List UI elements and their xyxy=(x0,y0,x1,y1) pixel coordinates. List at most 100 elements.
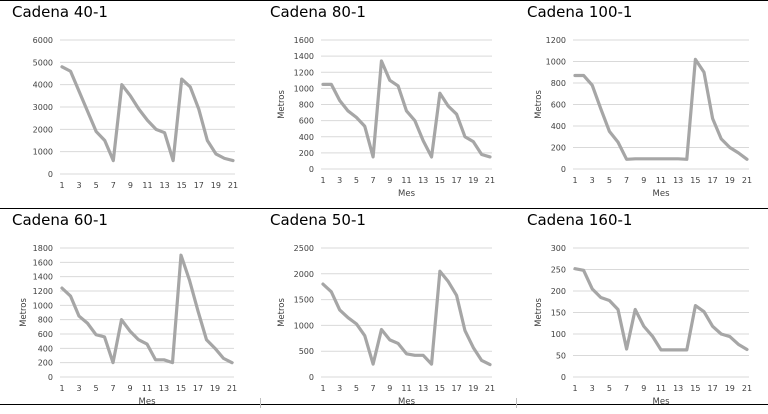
x-tick-label: 3 xyxy=(337,176,342,185)
y-tick-label: 0 xyxy=(561,373,566,382)
y-axis-label: Metros xyxy=(277,90,287,119)
x-tick-label: 21 xyxy=(485,384,495,393)
x-tick-label: 5 xyxy=(607,176,612,185)
y-tick-label: 1000 xyxy=(546,58,566,67)
y-tick-label: 200 xyxy=(551,144,566,153)
middle-rule xyxy=(0,208,768,209)
x-tick-label: 5 xyxy=(354,384,359,393)
column-separator-left xyxy=(260,398,261,408)
chart-title: Cadena 40-1 xyxy=(12,3,108,21)
x-tick-label: 17 xyxy=(452,384,462,393)
x-tick-label: 7 xyxy=(110,384,115,393)
series-line xyxy=(60,253,234,365)
y-tick-label: 1500 xyxy=(294,296,314,305)
y-tick-label: 1200 xyxy=(294,68,314,77)
chart-panel-cadena-50-1: Cadena 50-1 0 500 1000 1500 2000 2500 1 3 5 7 9 11 1… xyxy=(258,209,514,414)
x-tick-label: 13 xyxy=(418,176,428,185)
y-tick-label: 600 xyxy=(551,101,566,110)
top-rule xyxy=(0,0,768,1)
x-tick-label: 17 xyxy=(708,384,718,393)
y-tick-label: 300 xyxy=(551,244,566,253)
y-tick-label: 1400 xyxy=(33,273,53,282)
x-tick-label: 11 xyxy=(142,181,152,190)
y-tick-label: 1000 xyxy=(33,148,53,157)
x-tick-label: 3 xyxy=(76,384,81,393)
chart-panel-cadena-60-1: Cadena 60-1 0 200 400 600 800 1000 1200 1400 160… xyxy=(0,209,256,414)
x-tick-label: 5 xyxy=(94,181,99,190)
series-line xyxy=(573,57,749,161)
y-tick-label: 2500 xyxy=(294,244,314,253)
y-tick-label: 200 xyxy=(299,149,314,158)
y-tick-label: 600 xyxy=(38,330,53,339)
series-line xyxy=(321,269,492,367)
y-axis-label: Metros xyxy=(534,90,544,119)
chart-title: Cadena 50-1 xyxy=(270,211,366,229)
chart-title: Cadena 80-1 xyxy=(270,3,366,21)
y-tick-label: 0 xyxy=(309,165,314,174)
x-tick-label: 19 xyxy=(211,181,221,190)
chart-panel-cadena-80-1: Cadena 80-1 0 200 400 600 800 1000 1200 1400 160… xyxy=(258,1,514,206)
y-tick-label: 1000 xyxy=(294,84,314,93)
y-tick-label: 600 xyxy=(299,117,314,126)
x-tick-label: 15 xyxy=(690,176,700,185)
y-tick-label: 0 xyxy=(48,170,53,179)
x-tick-label: 21 xyxy=(227,384,237,393)
y-tick-label: 800 xyxy=(299,101,314,110)
y-axis-label: Metros xyxy=(19,298,29,327)
x-tick-label: 7 xyxy=(624,176,629,185)
series-line xyxy=(321,59,492,159)
y-tick-label: 1200 xyxy=(546,36,566,45)
x-tick-label: 15 xyxy=(435,384,445,393)
x-axis-label: Mes xyxy=(653,397,671,407)
chart-title: Cadena 160-1 xyxy=(527,211,633,229)
x-tick-label: 7 xyxy=(624,384,629,393)
x-tick-label: 1 xyxy=(320,384,325,393)
y-tick-label: 200 xyxy=(38,359,53,368)
chart-panel-cadena-40-1: Cadena 40-1 0 1000 2000 3000 4000 5000 6000 1 3 5… xyxy=(0,1,256,206)
x-tick-label: 9 xyxy=(127,384,132,393)
x-tick-label: 7 xyxy=(371,176,376,185)
chart-title: Cadena 60-1 xyxy=(12,211,108,229)
bottom-rule xyxy=(0,404,768,405)
y-tick-label: 150 xyxy=(551,309,566,318)
x-tick-label: 9 xyxy=(387,176,392,185)
y-tick-label: 0 xyxy=(561,165,566,174)
x-tick-label: 21 xyxy=(485,176,495,185)
y-tick-label: 2000 xyxy=(33,125,53,134)
x-tick-label: 11 xyxy=(401,176,411,185)
x-tick-label: 1 xyxy=(59,181,64,190)
x-tick-label: 21 xyxy=(742,384,752,393)
y-tick-label: 1600 xyxy=(33,258,53,267)
y-tick-label: 1000 xyxy=(294,321,314,330)
x-tick-label: 15 xyxy=(435,176,445,185)
x-tick-label: 3 xyxy=(590,384,595,393)
x-tick-label: 13 xyxy=(673,176,683,185)
x-tick-label: 19 xyxy=(725,176,735,185)
x-tick-label: 17 xyxy=(708,176,718,185)
x-tick-label: 17 xyxy=(194,181,204,190)
x-tick-label: 17 xyxy=(452,176,462,185)
y-tick-label: 4000 xyxy=(33,81,53,90)
chart-title: Cadena 100-1 xyxy=(527,3,633,21)
chart-panel-cadena-100-1: Cadena 100-1 0 200 400 600 800 1000 1200 1 3 5 7 9 1… xyxy=(515,1,768,206)
x-tick-label: 11 xyxy=(142,384,152,393)
x-tick-label: 19 xyxy=(210,384,220,393)
y-tick-label: 5000 xyxy=(33,58,53,67)
x-tick-label: 5 xyxy=(93,384,98,393)
series-line xyxy=(573,267,749,352)
x-tick-label: 9 xyxy=(387,384,392,393)
x-tick-label: 1 xyxy=(59,384,64,393)
y-tick-label: 6000 xyxy=(33,36,53,45)
chart-panel-cadena-160-1: Cadena 160-1 0 50 100 150 200 250 300 1 3 5 7 9 11 13… xyxy=(515,209,768,414)
y-tick-label: 1000 xyxy=(33,301,53,310)
y-tick-label: 0 xyxy=(309,373,314,382)
x-axis-label: Mes xyxy=(653,189,671,199)
y-tick-label: 0 xyxy=(48,373,53,382)
x-tick-label: 17 xyxy=(193,384,203,393)
x-axis-label: Mes xyxy=(398,397,416,407)
y-tick-label: 1800 xyxy=(33,244,53,253)
